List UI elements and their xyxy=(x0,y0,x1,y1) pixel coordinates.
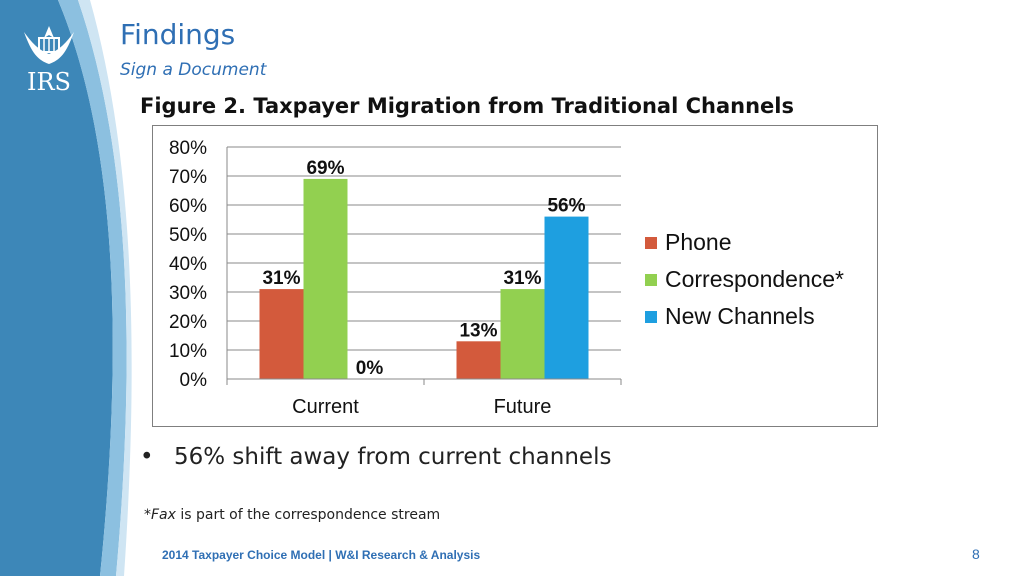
irs-logo: IRS xyxy=(24,26,74,94)
footer-source: 2014 Taxpayer Choice Model | W&I Researc… xyxy=(162,548,481,562)
data-label: 31% xyxy=(262,268,300,289)
footnote-prefix: * xyxy=(144,507,151,523)
y-tick-label: 60% xyxy=(169,196,207,217)
side-decoration xyxy=(0,0,132,576)
legend-item-phone: Phone xyxy=(645,224,844,261)
y-tick-label: 10% xyxy=(169,341,207,362)
y-tick-label: 80% xyxy=(169,138,207,159)
legend-item-new-channels: New Channels xyxy=(645,298,844,335)
footnote: *Fax is part of the correspondence strea… xyxy=(144,507,440,523)
chart-frame: 31% 69% 0% 13% 31% 56% 0% 10% 20% 30% 40% 50% 60% 70… xyxy=(152,125,878,427)
axes: 0% 10% 20% 30% 40% 50% 60% 70% 80% Current Future xyxy=(169,138,622,418)
page-number: 8 xyxy=(972,546,980,562)
figure-title: Figure 2. Taxpayer Migration from Tradit… xyxy=(140,94,794,118)
footnote-text: is part of the correspondence stream xyxy=(175,507,441,523)
slide-title: Findings xyxy=(120,18,236,51)
logo-text: IRS xyxy=(27,68,71,94)
y-tick-label: 70% xyxy=(169,167,207,188)
data-label: 69% xyxy=(306,158,344,179)
y-tick-label: 50% xyxy=(169,225,207,246)
bar-1-0 xyxy=(303,178,348,379)
data-labels: 31% 69% 0% 13% 31% 56% xyxy=(262,158,585,379)
bullet-icon: • xyxy=(140,444,154,470)
y-tick-label: 20% xyxy=(169,312,207,333)
bars xyxy=(259,178,589,379)
y-tick-label: 30% xyxy=(169,283,207,304)
legend-label: Phone xyxy=(665,229,732,255)
legend-label: Correspondence* xyxy=(665,266,845,292)
data-label: 56% xyxy=(547,196,585,217)
bar-2-1 xyxy=(544,216,589,379)
legend-swatch-phone xyxy=(645,236,657,249)
bar-0-0 xyxy=(259,289,304,379)
legend-item-correspondence: Correspondence* xyxy=(645,261,844,298)
bar-chart: 31% 69% 0% 13% 31% 56% 0% 10% 20% 30% 40% 50% 60% 70… xyxy=(169,138,622,418)
bullet-point: • 56% shift away from current channels xyxy=(140,444,611,470)
legend: Phone Correspondence* New Channels xyxy=(645,224,844,335)
y-tick-label: 0% xyxy=(180,370,208,391)
bullet-text: 56% shift away from current channels xyxy=(174,444,612,470)
x-category-label: Future xyxy=(494,396,552,418)
slide-subtitle: Sign a Document xyxy=(120,60,267,80)
bar-0-1 xyxy=(456,341,501,379)
legend-swatch-new-channels xyxy=(645,310,657,323)
x-category-label: Current xyxy=(292,396,359,418)
data-label: 13% xyxy=(459,320,497,341)
bar-1-1 xyxy=(500,289,545,379)
y-tick-label: 40% xyxy=(169,254,207,275)
footnote-italic: Fax xyxy=(151,507,176,523)
legend-label: New Channels xyxy=(665,303,815,329)
data-label: 31% xyxy=(503,268,541,289)
legend-swatch-correspondence xyxy=(645,273,657,286)
data-label: 0% xyxy=(356,358,384,379)
